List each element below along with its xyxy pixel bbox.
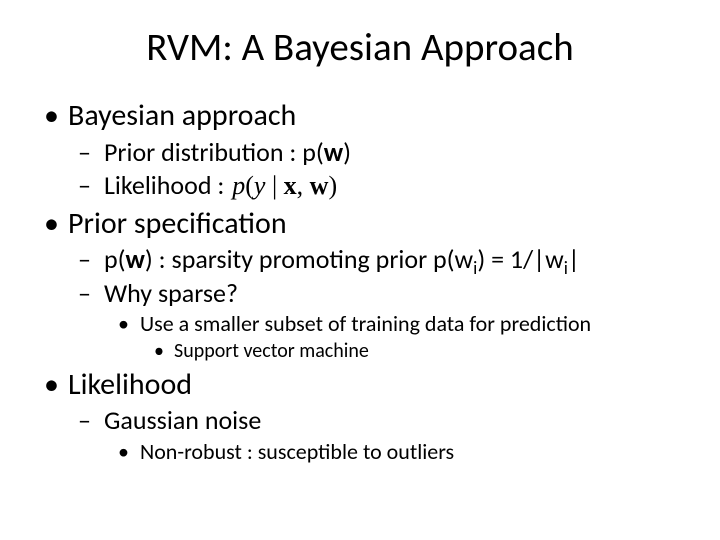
text: Prior distribution : p(	[104, 136, 324, 168]
bullet-prior-distribution: Prior distribution : p(w)	[104, 136, 680, 169]
text: Support vector machine	[174, 339, 369, 363]
text: ) = 1/|w	[477, 243, 563, 275]
text: Prior specification	[68, 205, 287, 242]
bold-w: w	[324, 136, 343, 168]
sublist: Non-robust : susceptible to outliers	[104, 438, 680, 466]
bullet-likelihood: Likelihood Gaussian noise Non-robust : s…	[68, 366, 680, 466]
text: Use a smaller subset of training data fo…	[140, 310, 591, 337]
bullet-svm: Support vector machine	[174, 339, 680, 364]
bullet-prior-specification: Prior specification p(w) : sparsity prom…	[68, 205, 680, 364]
text: ) : sparsity promoting prior p(w	[145, 243, 473, 275]
slide-title: RVM: A Bayesian Approach	[40, 24, 680, 71]
sublist: Support vector machine	[140, 339, 680, 364]
bullet-non-robust: Non-robust : susceptible to outliers	[140, 438, 680, 466]
bullet-smaller-subset: Use a smaller subset of training data fo…	[140, 310, 680, 364]
text: Non-robust : susceptible to outliers	[140, 438, 454, 465]
sublist: Gaussian noise Non-robust : susceptible …	[68, 404, 680, 465]
likelihood-formula: p(y | x, w)	[230, 171, 339, 200]
bullet-bayesian-approach: Bayesian approach Prior distribution : p…	[68, 97, 680, 203]
sublist: Prior distribution : p(w) Likelihood : p…	[68, 136, 680, 203]
bullet-why-sparse: Why sparse? Use a smaller subset of trai…	[104, 277, 680, 364]
text: p(	[104, 243, 126, 275]
text: )	[343, 136, 351, 168]
slide: RVM: A Bayesian Approach Bayesian approa…	[0, 0, 720, 540]
text: Bayesian approach	[68, 97, 296, 134]
sublist: p(w) : sparsity promoting prior p(wi) = …	[68, 243, 680, 364]
bold-w: w	[126, 243, 145, 275]
text: Gaussian noise	[104, 404, 261, 436]
bullet-sparsity-prior: p(w) : sparsity promoting prior p(wi) = …	[104, 243, 680, 276]
bullet-list: Bayesian approach Prior distribution : p…	[40, 97, 680, 465]
text: Why sparse?	[104, 277, 238, 309]
bullet-gaussian-noise: Gaussian noise Non-robust : susceptible …	[104, 404, 680, 465]
text: Likelihood	[68, 366, 192, 403]
text: Likelihood :	[104, 169, 224, 201]
text: |	[568, 243, 580, 275]
bullet-likelihood-expr: Likelihood : p(y | x, w)	[104, 169, 680, 203]
sublist: Use a smaller subset of training data fo…	[104, 310, 680, 364]
